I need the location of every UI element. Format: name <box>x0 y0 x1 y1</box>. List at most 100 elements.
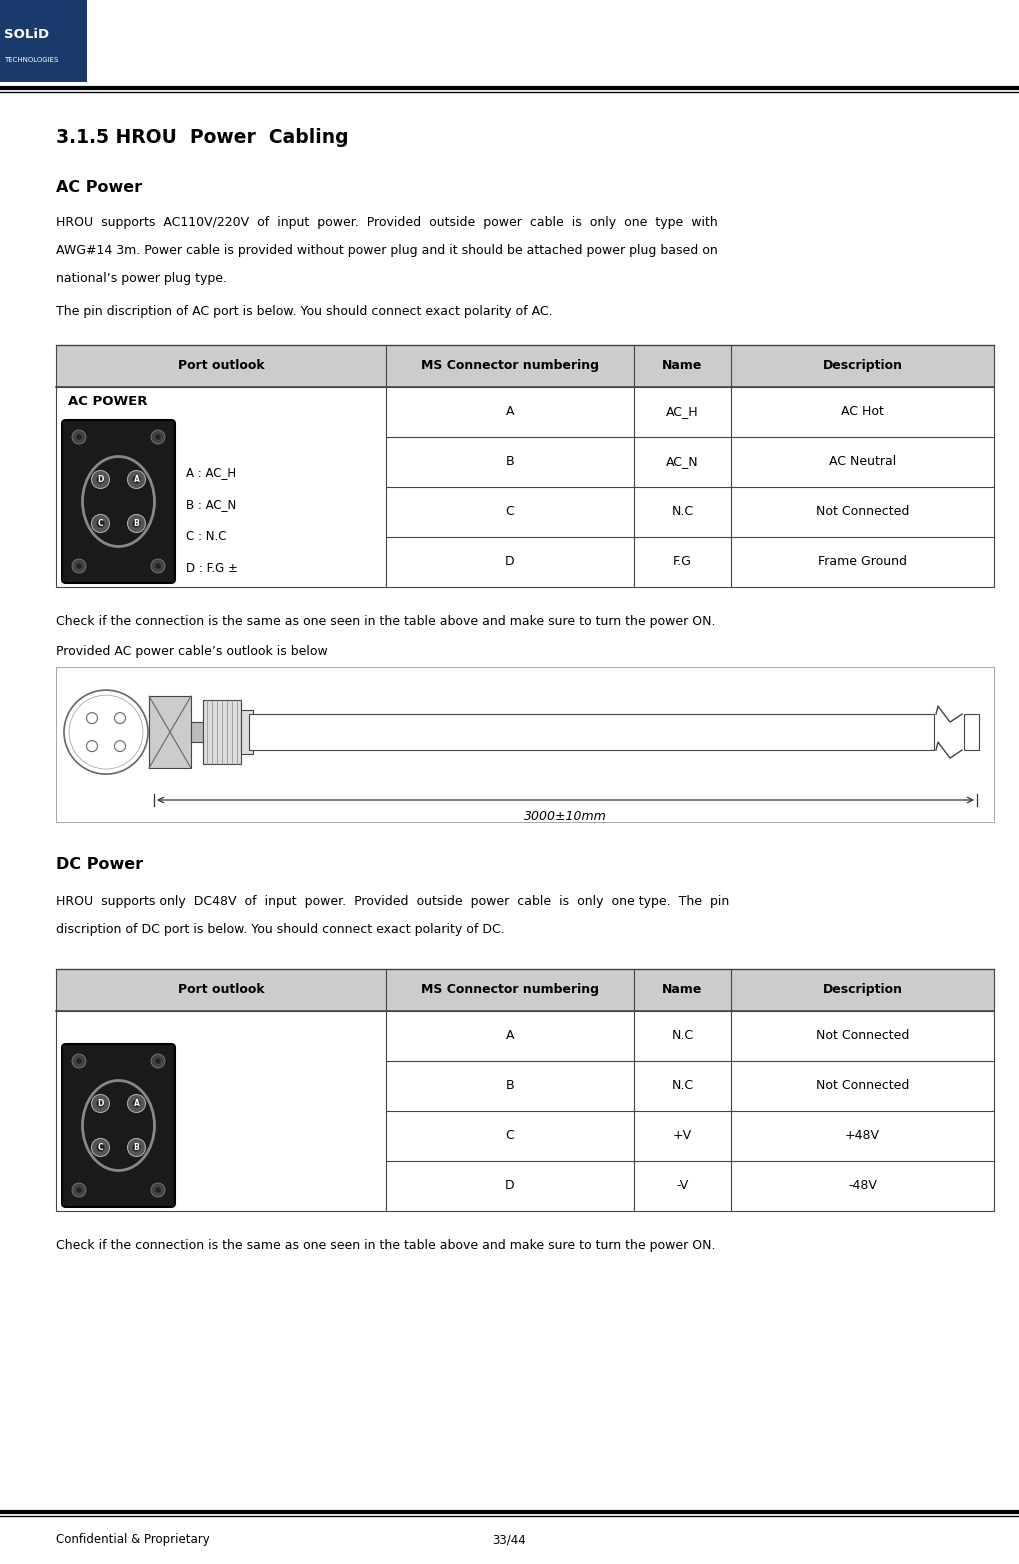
Bar <box>56 1010 994 1211</box>
Text: C: C <box>505 1129 515 1142</box>
Circle shape <box>69 694 143 769</box>
Text: national’s power plug type.: national’s power plug type. <box>56 272 227 285</box>
Text: A: A <box>133 1099 140 1107</box>
Bar <box>56 666 994 823</box>
Text: F.G: F.G <box>674 555 692 568</box>
Circle shape <box>76 563 82 569</box>
Text: 3000±10mm: 3000±10mm <box>524 810 607 823</box>
Circle shape <box>155 1187 161 1193</box>
Circle shape <box>127 1095 146 1112</box>
Text: A: A <box>133 475 140 483</box>
Circle shape <box>76 1059 82 1064</box>
Text: Name: Name <box>662 360 703 372</box>
Text: Port outlook: Port outlook <box>177 360 264 372</box>
Text: Port outlook: Port outlook <box>177 984 264 996</box>
Text: A: A <box>505 1029 515 1043</box>
Text: The pin discription of AC port is below. You should connect exact polarity of AC: The pin discription of AC port is below.… <box>56 305 552 317</box>
Circle shape <box>92 471 109 488</box>
Text: Name: Name <box>662 984 703 996</box>
Text: C : N.C: C : N.C <box>186 530 226 544</box>
Circle shape <box>127 471 146 488</box>
Circle shape <box>92 515 109 532</box>
Text: AC Hot: AC Hot <box>841 405 883 419</box>
Text: B: B <box>133 519 140 529</box>
Text: A : AC_H: A : AC_H <box>186 466 236 480</box>
Circle shape <box>97 475 105 483</box>
Circle shape <box>87 741 98 752</box>
Text: Frame Ground: Frame Ground <box>818 555 907 568</box>
FancyBboxPatch shape <box>62 1045 175 1207</box>
Text: HROU  supports  AC110V/220V  of  input  power.  Provided  outside  power  cable : HROU supports AC110V/220V of input power… <box>56 216 717 228</box>
Text: AC POWER: AC POWER <box>68 396 148 408</box>
Text: AWG#14 3m. Power cable is provided without power plug and it should be attached : AWG#14 3m. Power cable is provided witho… <box>56 244 717 256</box>
Circle shape <box>151 430 165 444</box>
Circle shape <box>72 1054 86 1068</box>
Circle shape <box>64 690 148 774</box>
Text: B : AC_N: B : AC_N <box>186 499 236 511</box>
Text: N.C: N.C <box>672 1079 694 1093</box>
Bar <box>242 710 253 754</box>
Text: D: D <box>97 475 104 483</box>
Circle shape <box>97 1143 105 1151</box>
Circle shape <box>155 563 161 569</box>
Text: 33/44: 33/44 <box>492 1533 527 1547</box>
Text: B: B <box>133 1143 140 1153</box>
Text: AC Power: AC Power <box>56 180 142 196</box>
Circle shape <box>151 558 165 572</box>
Circle shape <box>114 713 125 724</box>
Text: TECHNOLOGIES: TECHNOLOGIES <box>4 56 58 63</box>
Circle shape <box>72 1182 86 1196</box>
Text: AC_H: AC_H <box>666 405 699 419</box>
Text: D: D <box>505 1179 515 1192</box>
Text: -V: -V <box>677 1179 689 1192</box>
Text: Not Connected: Not Connected <box>816 1079 909 1093</box>
Circle shape <box>155 435 161 439</box>
Circle shape <box>127 1139 146 1156</box>
Circle shape <box>72 430 86 444</box>
Circle shape <box>132 1143 141 1151</box>
Text: DC Power: DC Power <box>56 857 143 873</box>
Circle shape <box>72 558 86 572</box>
Text: AC_N: AC_N <box>666 455 699 469</box>
Text: HROU  supports only  DC48V  of  input  power.  Provided  outside  power  cable  : HROU supports only DC48V of input power.… <box>56 895 730 909</box>
Bar <box>56 386 994 586</box>
Text: +V: +V <box>673 1129 692 1142</box>
Bar <box>56 970 994 1010</box>
Circle shape <box>87 713 98 724</box>
Bar <box>0 0 87 81</box>
Text: discription of DC port is below. You should connect exact polarity of DC.: discription of DC port is below. You sho… <box>56 923 504 935</box>
Text: Provided AC power cable’s outlook is below: Provided AC power cable’s outlook is bel… <box>56 644 328 658</box>
Text: Check if the connection is the same as one seen in the table above and make sure: Check if the connection is the same as o… <box>56 1239 715 1253</box>
Text: C: C <box>98 1143 103 1153</box>
Circle shape <box>92 1095 109 1112</box>
Text: AC Neutral: AC Neutral <box>828 455 896 469</box>
Circle shape <box>155 1059 161 1064</box>
Text: MS Connector numbering: MS Connector numbering <box>421 984 599 996</box>
Circle shape <box>76 435 82 439</box>
FancyBboxPatch shape <box>62 421 175 583</box>
Circle shape <box>97 519 105 527</box>
Text: Description: Description <box>822 360 903 372</box>
Circle shape <box>92 1139 109 1156</box>
Bar <box>191 723 203 741</box>
Text: C: C <box>98 519 103 529</box>
Circle shape <box>76 1187 82 1193</box>
Text: Check if the connection is the same as one seen in the table above and make sure: Check if the connection is the same as o… <box>56 615 715 629</box>
Text: N.C: N.C <box>672 1029 694 1043</box>
Text: A: A <box>505 405 515 419</box>
Circle shape <box>132 1099 141 1107</box>
Text: D: D <box>505 555 515 568</box>
Text: SOLiD: SOLiD <box>4 28 49 42</box>
Circle shape <box>97 1099 105 1107</box>
Circle shape <box>127 515 146 532</box>
Text: D: D <box>97 1099 104 1107</box>
Circle shape <box>114 741 125 752</box>
Bar <box>203 701 242 765</box>
Text: -48V: -48V <box>848 1179 877 1192</box>
Circle shape <box>132 519 141 527</box>
Circle shape <box>151 1182 165 1196</box>
Bar <box>56 346 994 386</box>
Text: B: B <box>505 1079 515 1093</box>
Text: C: C <box>505 505 515 519</box>
Text: +48V: +48V <box>845 1129 880 1142</box>
